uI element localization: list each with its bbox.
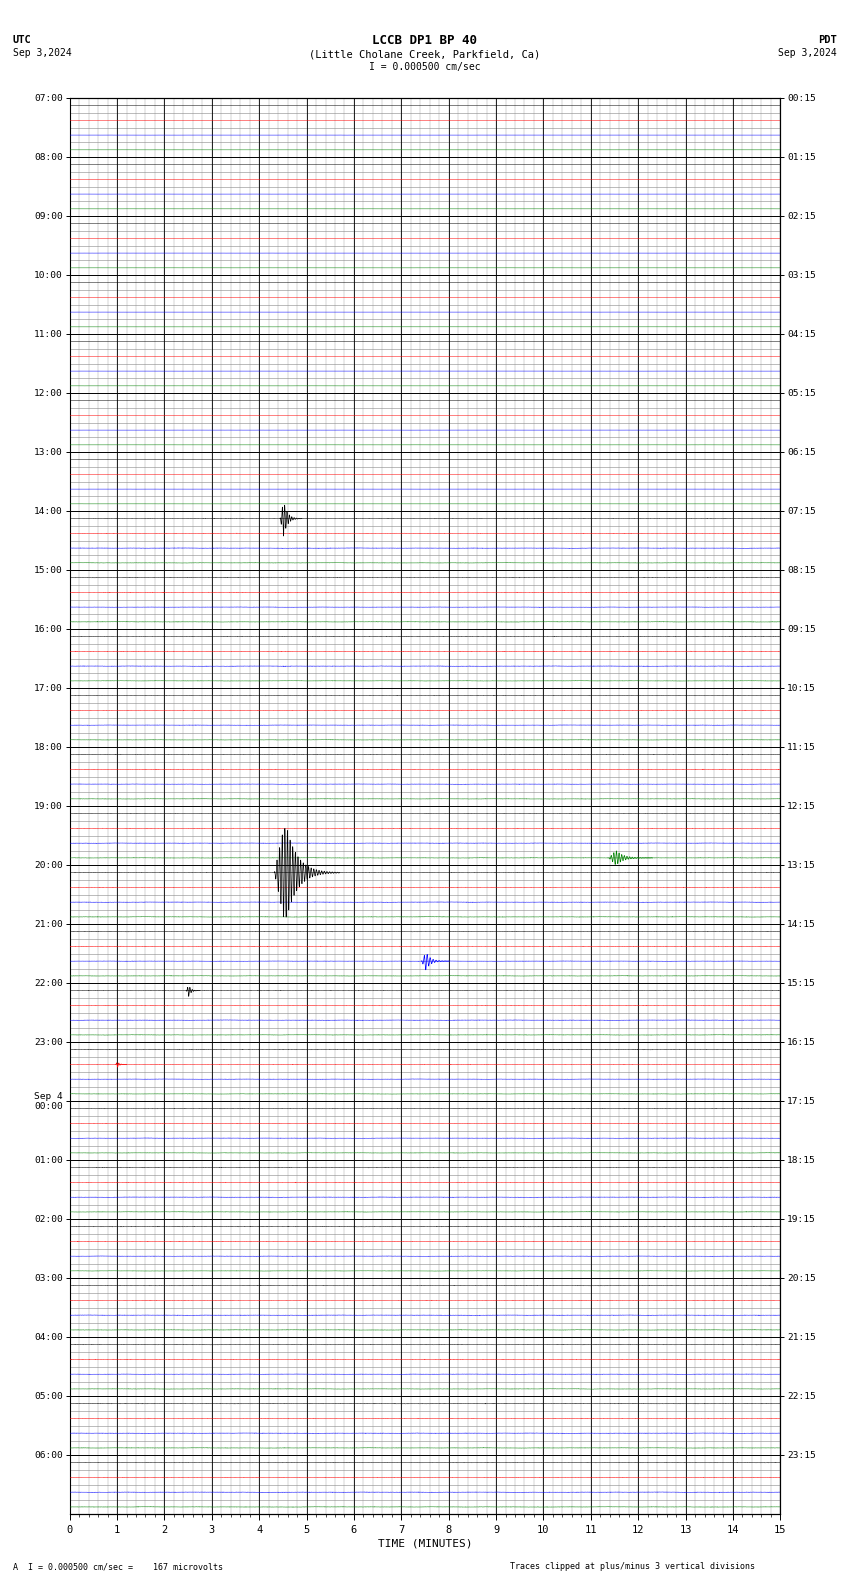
X-axis label: TIME (MINUTES): TIME (MINUTES) (377, 1540, 473, 1549)
Text: UTC: UTC (13, 35, 31, 44)
Text: LCCB DP1 BP 40: LCCB DP1 BP 40 (372, 33, 478, 46)
Text: PDT: PDT (819, 35, 837, 44)
Text: Sep 3,2024: Sep 3,2024 (13, 48, 71, 57)
Text: I = 0.000500 cm/sec: I = 0.000500 cm/sec (369, 62, 481, 71)
Text: A  I = 0.000500 cm/sec =    167 microvolts: A I = 0.000500 cm/sec = 167 microvolts (13, 1562, 223, 1571)
Text: Traces clipped at plus/minus 3 vertical divisions: Traces clipped at plus/minus 3 vertical … (510, 1562, 755, 1571)
Text: Sep 3,2024: Sep 3,2024 (779, 48, 837, 57)
Text: (Little Cholane Creek, Parkfield, Ca): (Little Cholane Creek, Parkfield, Ca) (309, 49, 541, 59)
